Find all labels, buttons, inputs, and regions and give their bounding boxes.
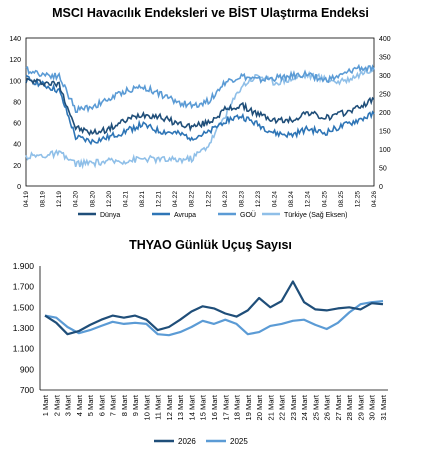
x-tick-label: 7 Mart [109,394,118,416]
y-tick-label: 1.700 [13,282,35,292]
x-tick-label: 04.22 [172,191,179,208]
legend-label: Avrupa [174,212,196,219]
x-tick-label: 2 Mart [52,394,61,416]
series-line-1 [44,300,384,337]
legend-label: 2026 [178,437,196,446]
x-tick-label: 22 Mart [278,394,287,420]
x-tick-label: 04.24 [272,191,279,208]
x-tick-label: 12.22 [205,191,212,208]
x-tick-label: 08.23 [238,191,245,208]
x-tick-label: 04.26 [371,191,378,208]
y2-tick-label: 0 [379,184,383,191]
x-tick-label: 18 Mart [233,394,242,420]
x-tick-label: 3 Mart [64,394,73,416]
y-tick-label: 20 [13,163,21,170]
x-tick-label: 04.21 [122,191,129,208]
y2-tick-label: 100 [379,147,391,154]
y2-tick-label: 150 [379,129,391,136]
chart-title: THYAO Günlük Uçuş Sayısı [129,238,292,252]
y-tick-label: 700 [20,385,34,395]
x-tick-label: 04.19 [23,191,30,208]
legend-label: Türkiye (Sağ Eksen) [284,212,347,219]
y-tick-label: 1.100 [13,344,35,354]
x-tick-label: 08.25 [338,191,345,208]
legend-label: 2025 [230,437,248,446]
series-line-2 [25,63,375,114]
x-tick-label: 5 Mart [86,394,95,416]
x-tick-label: 9 Mart [131,394,140,416]
y-tick-label: 100 [9,78,21,85]
x-tick-label: 17 Mart [221,394,230,420]
series-line-0 [25,77,375,137]
y-tick-label: 1.500 [13,302,35,312]
x-tick-label: 8 Mart [120,394,129,416]
x-tick-label: 25 Mart [311,394,320,420]
legend-label: GOÜ [240,211,256,219]
x-tick-label: 24 Mart [300,394,309,420]
plot-frame [25,37,375,187]
y-tick-label: 60 [13,121,21,128]
x-tick-label: 12.25 [354,191,361,208]
x-tick-label: 12.19 [56,191,63,208]
y-tick-label: 120 [9,57,21,64]
x-tick-label: 08.21 [139,191,146,208]
x-tick-label: 26 Mart [323,394,332,420]
y-tick-label: 0 [17,184,21,191]
series-line-0 [44,280,384,336]
x-tick-label: 04.25 [321,191,328,208]
x-tick-label: 11 Mart [154,394,163,420]
x-tick-label: 04.20 [73,191,80,208]
chart-canvas: 0 20 40 60 80 100 120 140 0 50 100 150 200 250 300 350 4… [9,36,391,219]
x-tick-label: 12.21 [156,191,163,208]
x-tick-label: 19 Mart [244,394,253,420]
x-tick-label: 10 Mart [142,394,151,420]
x-tick-label: 20 Mart [255,394,264,420]
y2-tick-label: 400 [379,36,391,43]
x-tick-label: 30 Mart [368,394,377,420]
y2-tick-label: 300 [379,73,391,80]
x-tick-label: 1 Mart [41,394,50,416]
x-tick-label: 08.20 [89,191,96,208]
x-tick-label: 08.24 [288,191,295,208]
x-tick-label: 16 Mart [210,394,219,420]
y2-tick-label: 350 [379,55,391,62]
chart-title: MSCI Havacılık Endeksleri ve BİST Ulaştı… [52,6,369,20]
chart-thyao-flights: THYAO Günlük Uçuş Sayısı 700 900 1.100 1.30… [0,226,421,450]
y-tick-label: 1.900 [13,261,35,271]
y-tick-label: 80 [13,99,21,106]
legend-label: Dünya [100,212,120,219]
y2-tick-label: 250 [379,92,391,99]
y-tick-label: 140 [9,36,21,43]
x-tick-label: 6 Mart [97,394,106,416]
x-tick-label: 21 Mart [266,394,275,420]
x-tick-label: 12.24 [305,191,312,208]
x-tick-label: 12 Mart [165,394,174,420]
y-tick-label: 900 [20,364,34,374]
x-tick-label: 4 Mart [75,394,84,416]
x-tick-label: 28 Mart [345,394,354,420]
x-tick-label: 15 Mart [199,394,208,420]
x-tick-label: 08.22 [189,191,196,208]
y2-tick-label: 50 [379,166,387,173]
x-tick-label: 23 Mart [289,394,298,420]
x-tick-label: 12.23 [255,191,262,208]
chart-msci-aviation: MSCI Havacılık Endeksleri ve BİST Ulaştı… [0,0,421,222]
y-tick-label: 40 [13,142,21,149]
y-tick-label: 1.300 [13,323,35,333]
x-tick-label: 27 Mart [334,394,343,420]
y2-tick-label: 200 [379,110,391,117]
chart-canvas: 700 900 1.100 1.300 1.500 1.700 1.900 1 Mart 2 M… [13,261,388,446]
series-line-1 [25,74,375,146]
x-tick-label: 08.19 [40,191,47,208]
x-tick-label: 14 Mart [187,394,196,420]
x-tick-label: 31 Mart [379,394,388,420]
x-tick-label: 04.23 [222,191,229,208]
x-tick-label: 29 Mart [356,394,365,420]
x-tick-label: 12.20 [106,191,113,208]
x-tick-label: 13 Mart [176,394,185,420]
